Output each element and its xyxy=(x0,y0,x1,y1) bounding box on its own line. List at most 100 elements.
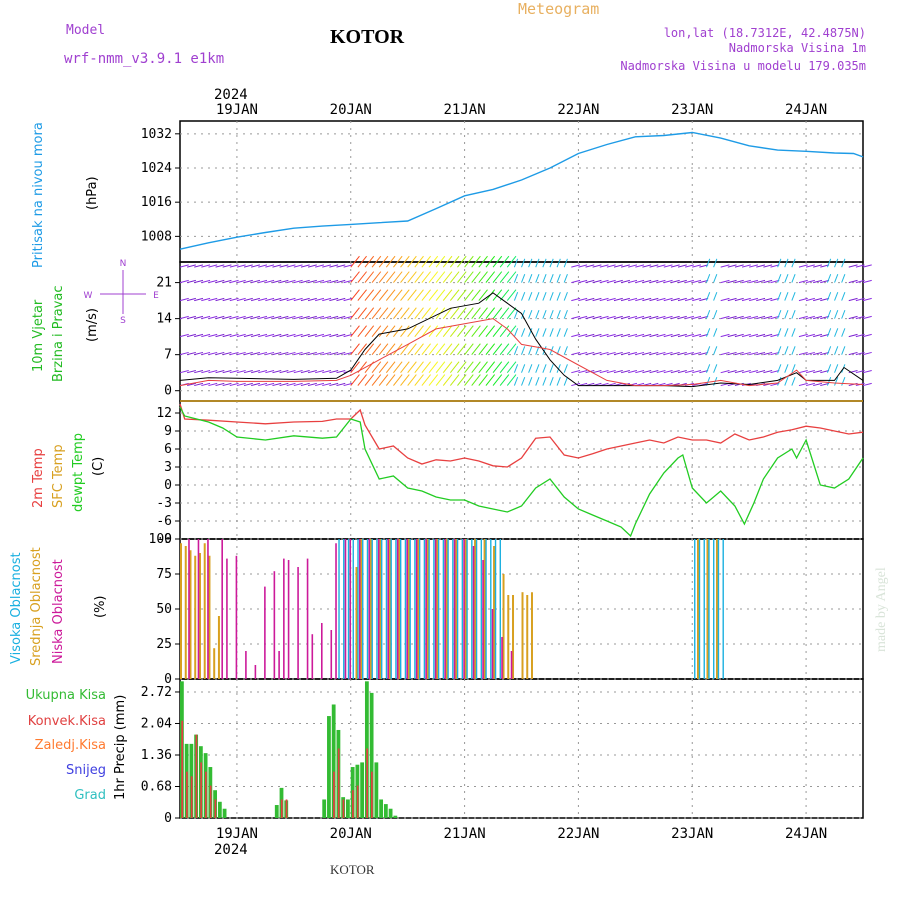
wind-barb xyxy=(571,351,581,356)
wind-barb xyxy=(393,361,403,373)
wind-unit: (m/s) xyxy=(85,308,100,342)
wind-barb xyxy=(613,297,623,302)
wind-barb xyxy=(265,333,275,338)
wind-barb xyxy=(642,351,652,356)
wind-barb xyxy=(201,333,211,338)
wind-barb xyxy=(322,297,332,302)
wind-barb xyxy=(492,271,503,283)
wind-barb xyxy=(329,279,339,284)
wind-barb xyxy=(350,255,360,268)
wind-barb xyxy=(834,328,839,337)
model-elevation-text: Nadmorska Visina u modelu 179.035m xyxy=(620,59,866,73)
wind-barb xyxy=(763,264,773,268)
wind-barb xyxy=(556,376,561,386)
wind-barb xyxy=(848,264,858,268)
wind-barb xyxy=(208,297,218,302)
wind-barb xyxy=(791,292,796,301)
y-tick-label: 14 xyxy=(156,312,172,327)
wind-barb xyxy=(492,343,503,355)
wind-barb xyxy=(798,315,808,320)
wind-barb xyxy=(371,271,382,283)
credit-text: made by Angel xyxy=(874,567,889,652)
wind-barb xyxy=(371,374,382,386)
wind-barb xyxy=(820,315,830,320)
wind-barb xyxy=(506,325,517,337)
wind-barb xyxy=(485,361,496,373)
wind-barb xyxy=(357,374,367,386)
wind-barb xyxy=(400,325,410,337)
wind-barb xyxy=(194,264,204,268)
wind-barb xyxy=(343,333,353,338)
wind-barb xyxy=(364,289,375,301)
pressure-line xyxy=(179,131,864,250)
wind-barb xyxy=(414,361,424,373)
wind-barb xyxy=(549,274,554,283)
wind-barb xyxy=(826,258,832,268)
wind-barb xyxy=(820,333,830,338)
wind-barb xyxy=(194,333,204,338)
wind-barb xyxy=(784,258,789,268)
wind-barb xyxy=(258,369,268,374)
wind-barb xyxy=(407,289,417,301)
wind-barb xyxy=(791,258,796,268)
wind-barb xyxy=(535,364,540,373)
compass-e: E xyxy=(153,291,159,301)
wind-barb xyxy=(400,307,410,319)
wind-barb xyxy=(813,315,823,320)
wind-barb xyxy=(784,292,789,301)
y-tick-label: 1032 xyxy=(141,127,172,142)
wind-barb xyxy=(293,315,303,320)
wind-barb xyxy=(770,315,780,320)
wind-barb xyxy=(322,279,332,284)
wind-barb xyxy=(179,315,189,320)
wind-barb xyxy=(706,346,711,355)
wind-barb xyxy=(592,369,602,374)
wind-barb xyxy=(513,364,519,373)
wind-barb xyxy=(286,315,296,320)
wind-barb xyxy=(414,289,424,301)
day-label-bottom: 24JAN xyxy=(785,826,827,842)
wind-barb xyxy=(777,292,782,301)
wind-barb xyxy=(315,297,325,302)
wind-barb xyxy=(862,369,872,374)
wind-barb xyxy=(585,297,595,302)
wind-barb xyxy=(563,258,568,268)
wind-barb xyxy=(585,351,595,356)
y-tick-label: 2.04 xyxy=(141,716,172,731)
precip-total-bar xyxy=(274,805,279,818)
wind-barb xyxy=(741,279,751,284)
wind-barb xyxy=(685,333,694,338)
wind-barb xyxy=(798,351,808,356)
wind-barb xyxy=(528,274,533,283)
wind-barb xyxy=(315,351,325,356)
wind-barb xyxy=(685,264,694,268)
wind-barb xyxy=(862,333,872,338)
wind-barb xyxy=(563,346,568,355)
precip-convective-bar xyxy=(333,771,335,818)
wind-barb xyxy=(336,333,346,338)
wind-barb xyxy=(243,297,253,302)
precip-total-bar xyxy=(222,808,227,818)
wind-barb xyxy=(813,369,823,374)
wind-barb xyxy=(628,315,638,320)
wind-barb xyxy=(236,315,246,320)
wind-barb xyxy=(642,297,652,302)
precip-total-bar xyxy=(360,762,365,818)
wind-barb xyxy=(186,264,196,268)
wind-barb xyxy=(699,297,709,302)
wind-barb xyxy=(336,315,346,320)
wind-barb xyxy=(186,333,196,338)
wind-barb xyxy=(685,351,694,356)
wind-barb xyxy=(571,382,581,387)
wind-barb xyxy=(749,351,759,356)
wind-barb xyxy=(677,351,687,356)
precip-convective-bar xyxy=(214,799,217,818)
wind-barb xyxy=(528,364,533,373)
wind-barb xyxy=(855,264,865,268)
wind-barb xyxy=(478,255,488,268)
wind-barb xyxy=(663,315,673,320)
wind-barb xyxy=(791,364,796,373)
wind-barb xyxy=(428,374,439,386)
wind-barb xyxy=(720,369,730,374)
